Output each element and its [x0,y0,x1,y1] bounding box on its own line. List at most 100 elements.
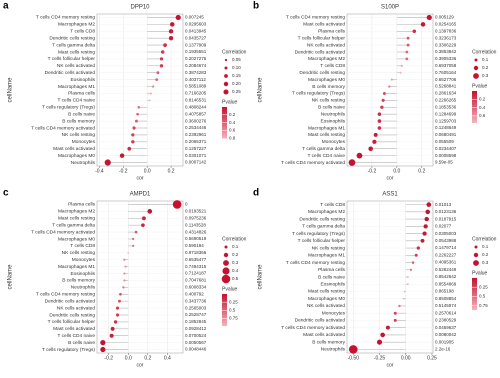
dot [168,35,174,41]
pvalue-label: 0.7494315 [185,264,207,269]
dot [155,78,159,81]
pvalue-label: 0.8554869 [435,281,457,286]
x-tick-label: -0.2 [368,168,377,174]
y-tick-label: T cells follicular helper [48,319,96,325]
y-tick-label: Macrophages M2 [308,56,345,62]
x-tick-label: -0.2 [119,168,128,174]
pvalue-label: 0.5145974 [435,303,457,308]
dot [405,50,409,54]
colorbar-label: 0.6 [479,113,486,118]
pvalue-label: 0.3600276 [185,118,207,123]
dot [426,202,432,207]
pvalue-label: 0.5690519 [185,236,207,241]
y-tick-label: T cells regulatory (Tregs) [42,105,95,111]
y-tick-label: T cells gamma delta [302,224,345,230]
y-tick-label: T cells CD4 naive [57,333,95,339]
y-tick-label: Neutrophils [71,285,96,291]
y-tick-label: B cells memory [62,118,95,124]
y-tick-label: NK cells activated [57,63,95,69]
pvalue-label: 0.1248649 [435,125,457,130]
dot [169,22,175,27]
dot [416,246,420,250]
dot [141,223,145,228]
dot [380,332,385,338]
pvalue-label: 0.3874283 [185,70,207,75]
dot [113,320,118,324]
y-tick-label: T cells CD8 [70,243,95,249]
y-tick-label: Dendritic cells activated [45,298,96,304]
dot [420,238,425,243]
y-tick-label: T cells regulatory (Tregs) [292,231,345,237]
color-legend-title: Pvalue [222,99,238,105]
pvalue-label: 0.1143528 [185,222,206,227]
y-tick-label: Dendritic cells activated [295,318,346,324]
y-tick-label: Mast cells resting [58,49,95,55]
dot [377,112,382,116]
dot [423,224,428,229]
dot [119,153,125,158]
y-tick-label: B cells naive [318,274,345,280]
size-legend-label: 0.10 [232,65,241,70]
pvalue-label: 0.1284699 [435,111,457,116]
dot [393,311,397,315]
dot [348,159,356,166]
y-tick-label: Plasma cells [68,202,96,208]
dot [156,71,160,75]
dot [420,22,426,27]
size-legend-dot [222,267,230,275]
y-tick-label: Macrophages M0 [58,153,95,159]
y-tick-label: T cells CD4 memory activated [31,125,95,131]
y-axis-label: cellName [258,264,264,290]
pvalue-label: 2.2e-16 [435,347,451,352]
y-tick-label: T cells CD4 memory resting [286,15,345,21]
size-legend-label: 0.2 [482,65,489,70]
dot [388,85,391,88]
colorbar [472,91,477,123]
pvalue-label: 0.0975236 [185,215,207,220]
x-axis-label: cor [137,362,144,368]
size-legend-label: 0.25 [232,89,241,94]
x-tick-label: 0.2 [144,355,151,361]
y-tick-label: Monocytes [72,139,96,145]
dot [168,29,174,34]
y-tick-label: Dendritic cells resting [299,70,345,76]
x-tick-label: 0.4 [164,355,171,361]
chart-title: ASS1 [382,192,398,198]
dot [372,139,377,144]
pvalue-label: 0.0080042 [435,332,457,337]
dot [390,78,393,81]
dot [136,112,139,116]
dot [406,43,410,47]
pvalue-label: 0.0301071 [185,153,207,158]
pvalue-label: 0.0700524 [185,333,207,338]
pvalue-label: 0.0234407 [435,146,457,151]
y-tick-label: T cells regulatory (Tregs) [42,347,95,353]
size-legend-dot [223,89,229,95]
x-tick-label: 0.25 [427,355,437,361]
size-legend-label: 0.1 [482,244,489,249]
dot [393,318,397,322]
dot [403,290,406,293]
pvalue-label: 0.7166205 [185,91,207,96]
pvalue-label: 0.8542642 [435,274,457,279]
size-legend-label: 0.1 [232,244,239,249]
pvalue-label: 0.0048446 [185,347,207,352]
pvalue-label: 0.4095361 [435,260,457,265]
y-tick-label: T cells CD4 memory activated [281,325,345,331]
y-tick-label: T cells gamma delta [52,42,95,48]
size-legend-dot [223,252,229,258]
colorbar [472,278,477,310]
dot [376,339,383,345]
pvalue-label: 0.7047681 [185,278,207,283]
y-axis-label: cellName [8,264,14,290]
pvalue-label: 0.5268841 [435,84,457,89]
pvalue-label: 0.1479714 [435,245,457,250]
y-tick-label: T cells gamma delta [302,146,345,152]
y-tick-label: Mast cells resting [308,132,345,138]
size-legend-label: 0.5 [232,276,239,281]
panel-label: a [3,1,9,12]
size-legend-dot [474,245,478,249]
y-tick-label: T cells follicular helper [48,56,96,62]
